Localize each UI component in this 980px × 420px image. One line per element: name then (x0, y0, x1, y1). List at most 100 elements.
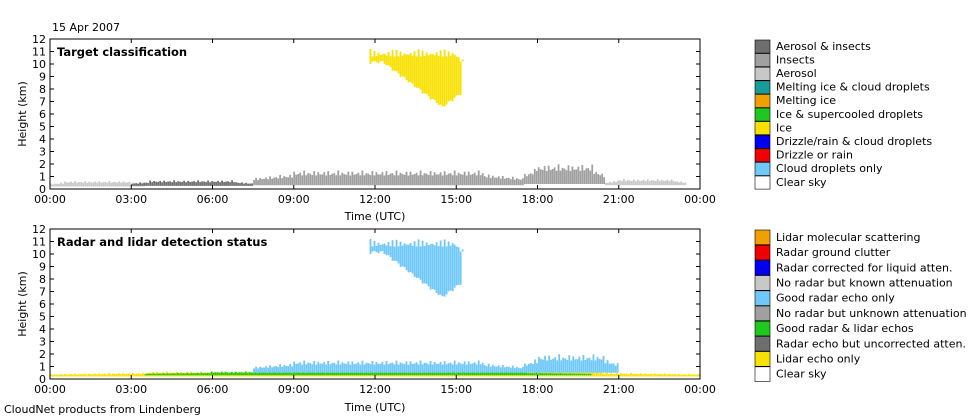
data-cell (397, 56, 400, 74)
data-cell (570, 360, 573, 373)
data-cell (393, 372, 396, 376)
data-cell (128, 373, 130, 377)
data-cell (259, 178, 261, 186)
data-cell (201, 181, 203, 186)
data-cell (359, 364, 362, 373)
data-cell (604, 373, 606, 377)
data-cell (315, 372, 317, 376)
data-cell (238, 372, 241, 376)
data-cell (327, 360, 330, 373)
data-cell (185, 182, 187, 186)
data-cell (415, 372, 418, 376)
data-cell (435, 52, 438, 103)
data-cell (277, 178, 280, 186)
data-cell (255, 366, 257, 373)
data-cell (457, 57, 460, 95)
data-cell (82, 182, 85, 187)
data-cell (642, 179, 645, 186)
y-tick-label: 9 (39, 71, 46, 84)
data-cell (250, 373, 252, 377)
data-cell (429, 244, 432, 290)
data-cell (557, 373, 560, 376)
data-cell (403, 174, 406, 186)
data-cell (241, 182, 243, 186)
legend-swatch (754, 107, 771, 122)
x-tick-label: 12:00 (359, 193, 391, 206)
data-cell (525, 176, 528, 184)
data-cell (272, 371, 274, 377)
data-cell (499, 178, 502, 186)
data-cell (78, 182, 81, 187)
x-tick-label: 03:00 (115, 193, 147, 206)
data-cell (611, 182, 613, 186)
data-cell (298, 372, 300, 377)
data-cell (112, 181, 115, 187)
data-cell (211, 181, 213, 186)
data-cell (451, 53, 454, 102)
data-cell (447, 173, 450, 186)
data-cell (281, 178, 284, 186)
data-cell (648, 181, 651, 186)
data-cell (435, 242, 438, 293)
data-cell (525, 365, 528, 373)
data-cell (491, 364, 494, 373)
data-cell (190, 373, 193, 376)
data-cell (475, 372, 478, 376)
data-cell (78, 374, 80, 377)
data-cell (86, 374, 88, 377)
data-cell (184, 373, 187, 376)
y-tick-label: 7 (39, 96, 46, 109)
y-tick-label: 5 (39, 311, 46, 324)
data-cell (417, 372, 420, 376)
data-cell (363, 364, 366, 373)
data-cell (237, 182, 239, 186)
data-cell (261, 367, 263, 373)
data-cell (293, 371, 295, 376)
legend-swatch (754, 121, 771, 135)
data-cell (597, 174, 600, 184)
data-cell (341, 362, 344, 373)
data-cell (487, 371, 490, 376)
data-cell (541, 373, 544, 376)
x-tick-label: 00:00 (34, 383, 66, 396)
data-cell (249, 372, 251, 376)
data-cell (579, 373, 582, 376)
data-cell (290, 373, 292, 377)
data-cell (152, 373, 155, 376)
data-cell (381, 54, 384, 62)
data-cell (489, 366, 492, 373)
data-cell (315, 175, 318, 186)
y-tick-label: 6 (39, 298, 46, 311)
data-cell (92, 374, 94, 377)
data-cell (263, 178, 265, 186)
data-cell (229, 182, 231, 186)
data-cell (421, 364, 424, 373)
data-cell (411, 55, 414, 84)
legend: Lidar molecular scattering Radar ground c… (754, 229, 967, 382)
data-cell (347, 361, 350, 373)
data-cell (503, 372, 506, 376)
data-cell (403, 372, 406, 376)
data-cell (353, 174, 356, 186)
data-cell (421, 372, 424, 376)
data-cell (379, 363, 382, 373)
data-cell (62, 374, 64, 377)
data-cell (137, 183, 140, 186)
data-cell (210, 372, 212, 377)
data-cell (529, 373, 532, 376)
data-cell (459, 174, 462, 186)
data-cell (559, 170, 562, 184)
data-cell (147, 182, 150, 186)
data-cell (271, 178, 273, 186)
data-cell (247, 183, 249, 186)
data-cell (617, 180, 619, 186)
data-cell (198, 373, 201, 376)
data-cell (222, 372, 225, 376)
y-tick-label: 8 (39, 273, 46, 286)
data-cell (271, 367, 273, 373)
data-cell (373, 240, 376, 251)
data-cell (257, 368, 259, 373)
data-cell (467, 361, 470, 373)
data-cell (427, 372, 430, 376)
data-cell (431, 372, 434, 376)
